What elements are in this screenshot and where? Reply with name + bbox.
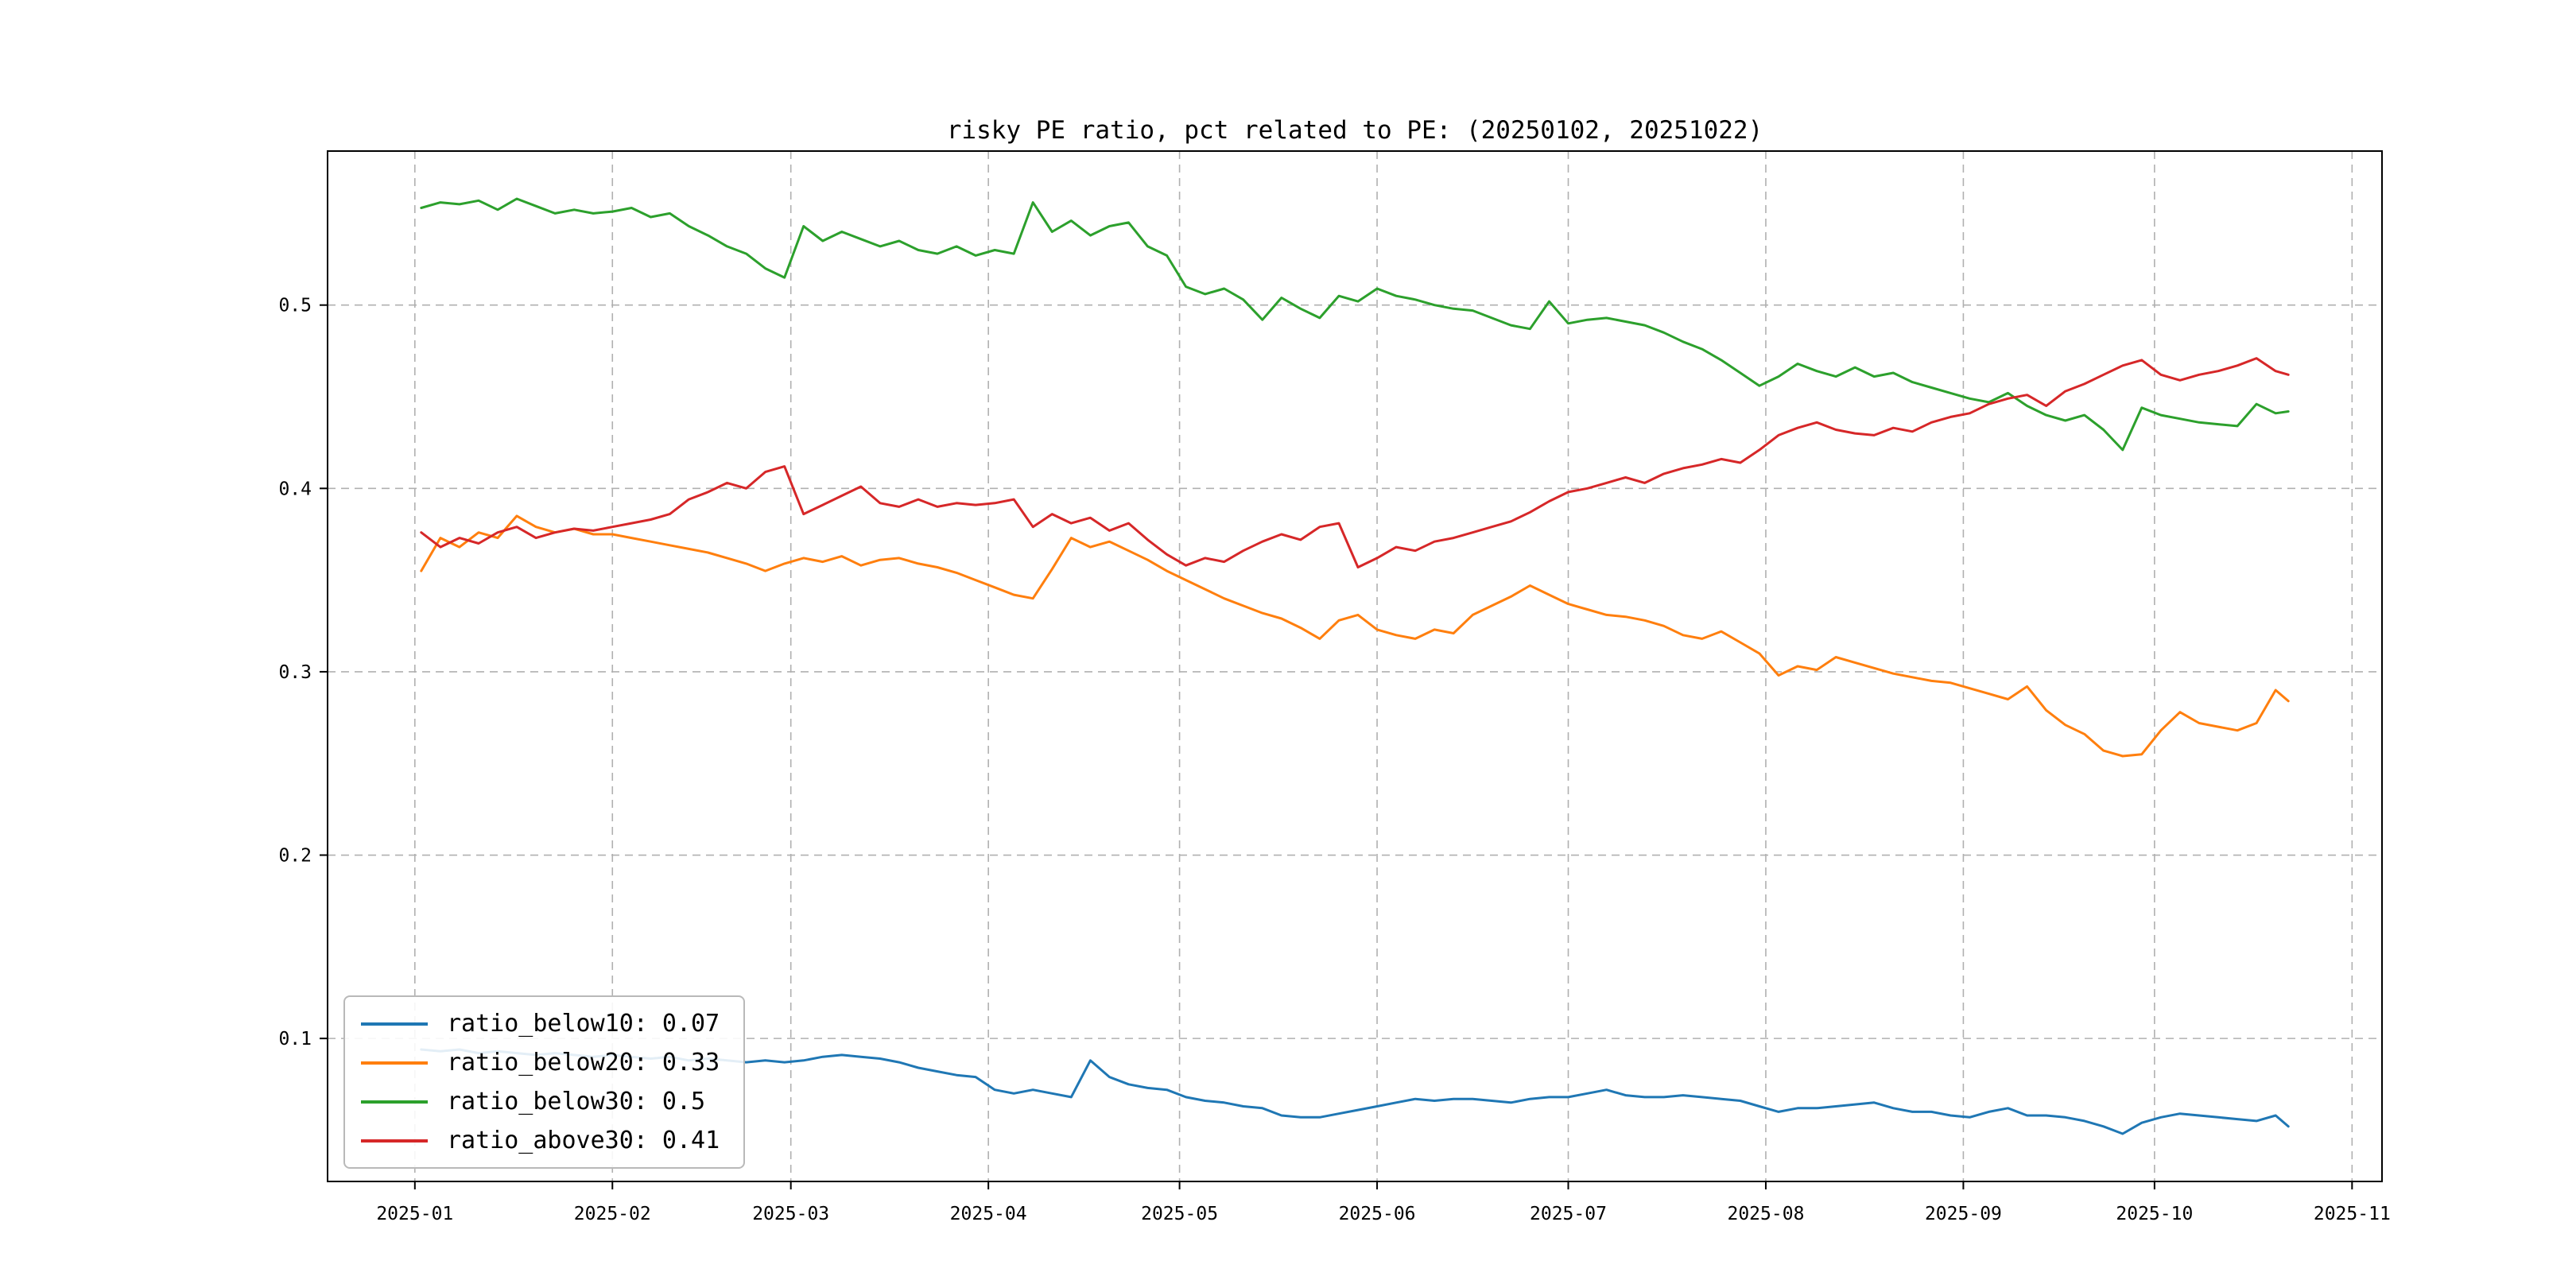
y-tick-label: 0.4 [278, 479, 312, 499]
axes-frame [327, 150, 2383, 1182]
legend-line-swatch-ratio_below20 [361, 1061, 428, 1065]
legend-label: ratio_below10: 0.07 [447, 1010, 720, 1038]
x-tick-label: 2025-10 [2116, 1204, 2193, 1224]
x-tick-label: 2025-06 [1339, 1204, 1416, 1224]
legend: ratio_below10: 0.07 ratio_below20: 0.33 ra… [343, 995, 746, 1169]
y-tick-label: 0.5 [278, 296, 312, 316]
legend-line-swatch-ratio_below30 [361, 1100, 428, 1104]
legend-item-ratio_above30: ratio_above30: 0.41 [361, 1127, 720, 1154]
legend-label: ratio_above30: 0.41 [447, 1127, 720, 1154]
y-tick-label: 0.1 [278, 1029, 312, 1049]
legend-item-ratio_below20: ratio_below20: 0.33 [361, 1049, 720, 1077]
x-tick-label: 2025-04 [950, 1204, 1027, 1224]
series-line-ratio_above30 [420, 357, 2290, 568]
series-line-ratio_below20 [420, 514, 2290, 758]
legend-line-swatch-ratio_above30 [361, 1139, 428, 1143]
y-tick-label: 0.3 [278, 662, 312, 683]
x-tick-label: 2025-08 [1727, 1204, 1804, 1224]
x-tick-label: 2025-01 [376, 1204, 453, 1224]
x-tick-label: 2025-02 [574, 1204, 651, 1224]
legend-line-swatch-ratio_below10 [361, 1022, 428, 1026]
chart-title: risky PE ratio, pct related to PE: (2025… [946, 116, 1763, 145]
legend-item-ratio_below30: ratio_below30: 0.5 [361, 1088, 720, 1115]
x-tick-label: 2025-11 [2314, 1204, 2391, 1224]
series-line-ratio_below30 [420, 197, 2290, 452]
x-tick-label: 2025-05 [1141, 1204, 1218, 1224]
legend-label: ratio_below30: 0.5 [447, 1088, 706, 1115]
legend-label: ratio_below20: 0.33 [447, 1049, 720, 1077]
x-tick-label: 2025-09 [1925, 1204, 2002, 1224]
x-tick-label: 2025-03 [752, 1204, 829, 1224]
y-tick-label: 0.2 [278, 846, 312, 867]
legend-item-ratio_below10: ratio_below10: 0.07 [361, 1010, 720, 1038]
x-tick-label: 2025-07 [1530, 1204, 1607, 1224]
